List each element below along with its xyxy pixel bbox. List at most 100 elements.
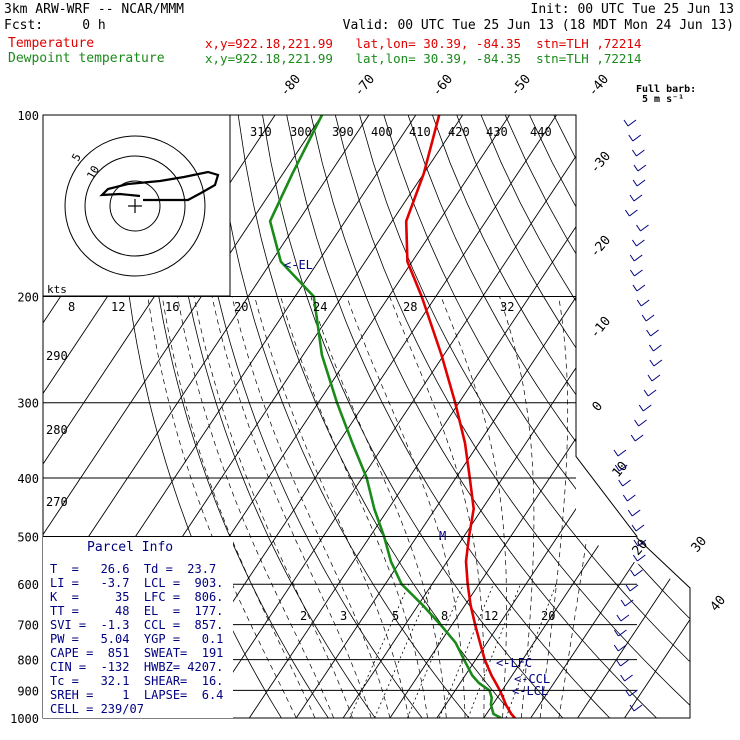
pressure-tick-label: 900 — [17, 684, 39, 698]
wind-barb — [631, 509, 641, 517]
wind-barb — [643, 389, 649, 397]
hodograph-ring — [109, 180, 161, 232]
moist-adiabat — [539, 296, 569, 718]
valid-time: Valid: 00 UTC Tue 25 Jun 13 (18 MDT Mon … — [342, 18, 734, 33]
wind-barb — [622, 479, 631, 487]
theta-label: 390 — [332, 125, 354, 139]
mixing-ratio-label: 3 — [340, 609, 347, 623]
parcel-info-row: SREH = 1 LAPSE= 6.4 — [50, 688, 224, 702]
theta-label: 410 — [409, 125, 431, 139]
parcel-info-row: CIN = -132 HWBZ= 4207. — [50, 660, 224, 674]
isotherm — [577, 115, 690, 718]
dry-adiabat — [140, 115, 329, 718]
wind-barb — [620, 674, 625, 682]
isotherm-label: -50 — [508, 72, 535, 100]
dry-adiabat — [237, 115, 517, 718]
moist-adiabat — [254, 296, 410, 718]
dry-adiabat-label: 280 — [46, 423, 68, 437]
isotherm-label: 30 — [689, 534, 711, 556]
isotherm-label: -10 — [588, 314, 615, 342]
wind-barb — [629, 689, 638, 697]
wind-barb — [645, 314, 655, 322]
m-marker: M — [439, 529, 446, 543]
wind-barb — [634, 269, 643, 277]
dry-adiabat — [213, 115, 470, 718]
isotherm — [436, 115, 690, 718]
wind-barb — [630, 434, 636, 442]
isotherm — [624, 115, 690, 718]
wind-barb — [613, 449, 619, 457]
wind-barb — [618, 479, 624, 487]
dewpoint-legend-label: Dewpoint temperature — [8, 51, 165, 66]
moist-adiabat — [346, 296, 466, 718]
parcel-info-row: TT = 48 EL = 177. — [50, 604, 224, 618]
pressure-tick-label: 400 — [17, 472, 39, 486]
wind-barb — [636, 284, 646, 292]
mixing-ratio-label: 12 — [484, 609, 498, 623]
wind-barb — [637, 164, 647, 172]
wind-barb — [636, 299, 642, 307]
wind-barb — [616, 659, 621, 667]
dry-adiabat-label: 290 — [46, 349, 68, 363]
wind-barb — [637, 539, 647, 547]
mixing-ratio-line — [407, 584, 464, 718]
wind-barb — [627, 119, 637, 127]
pressure-tick-label: 500 — [17, 530, 39, 544]
theta-label: 310 — [250, 125, 272, 139]
wind-barb — [616, 614, 622, 622]
moist-adiabat — [440, 296, 507, 718]
pressure-tick-label: 1000 — [10, 712, 39, 726]
parcel-info-row: CAPE = 851 SWEAT= 191 — [50, 646, 224, 660]
mixing-ratio-label: 2 — [300, 609, 307, 623]
wind-barb — [650, 329, 659, 337]
mixing-ratio-line — [374, 584, 433, 718]
dry-adiabat — [359, 115, 690, 718]
wind-barb — [638, 404, 644, 412]
wind-barb — [631, 524, 637, 532]
dry-adiabat — [577, 115, 690, 718]
moist-adiabat — [231, 296, 391, 718]
dry-adiabat — [334, 115, 690, 718]
wind-barb — [628, 134, 634, 142]
theta-label: 430 — [486, 125, 508, 139]
wind-barb — [634, 569, 643, 577]
isotherm-label: -60 — [430, 72, 457, 100]
dry-adiabat — [456, 115, 690, 718]
theta-label: 300 — [290, 125, 312, 139]
isotherm — [202, 115, 604, 718]
dry-adiabat — [165, 115, 376, 718]
pressure-tick-label: 600 — [17, 578, 39, 592]
wind-barb — [625, 584, 631, 592]
moist-adiabat — [558, 296, 611, 718]
dewpoint-profile — [268, 115, 502, 718]
pressure-tick-label: 200 — [17, 291, 39, 305]
hodograph-unit-label: kts — [47, 283, 67, 296]
wind-barb — [646, 329, 651, 337]
wind-barb — [614, 464, 620, 472]
dry-adiabat — [601, 115, 690, 718]
dry-adiabat — [432, 115, 690, 718]
dry-adiabat — [504, 115, 690, 718]
dry-adiabat — [262, 115, 564, 718]
parcel-info-row: Tc = 32.1 SHEAR= 16. — [50, 674, 224, 688]
wind-barb — [623, 119, 629, 127]
isotherm-label: -70 — [352, 72, 379, 100]
theta-label: 400 — [371, 125, 393, 139]
wind-barb — [653, 344, 662, 352]
theta-label: 420 — [448, 125, 470, 139]
barb-legend-line1: Full barb: — [636, 84, 697, 95]
wind-barb — [627, 509, 633, 517]
wind-barb — [633, 704, 643, 712]
wind-barb — [634, 434, 644, 442]
wind-barb — [637, 554, 646, 562]
wind-barb — [629, 194, 635, 202]
ccl-marker: <-CCL — [514, 672, 550, 686]
hodograph-scale-label: 28 — [403, 300, 417, 314]
wind-barb — [636, 149, 645, 157]
wind-barb — [653, 359, 663, 367]
hodograph-ring-label: 10 — [84, 164, 102, 182]
moist-adiabat — [499, 296, 535, 718]
dry-adiabat — [383, 115, 690, 718]
parcel-info-row: T = 26.6 Td = 23.7 — [50, 562, 217, 576]
